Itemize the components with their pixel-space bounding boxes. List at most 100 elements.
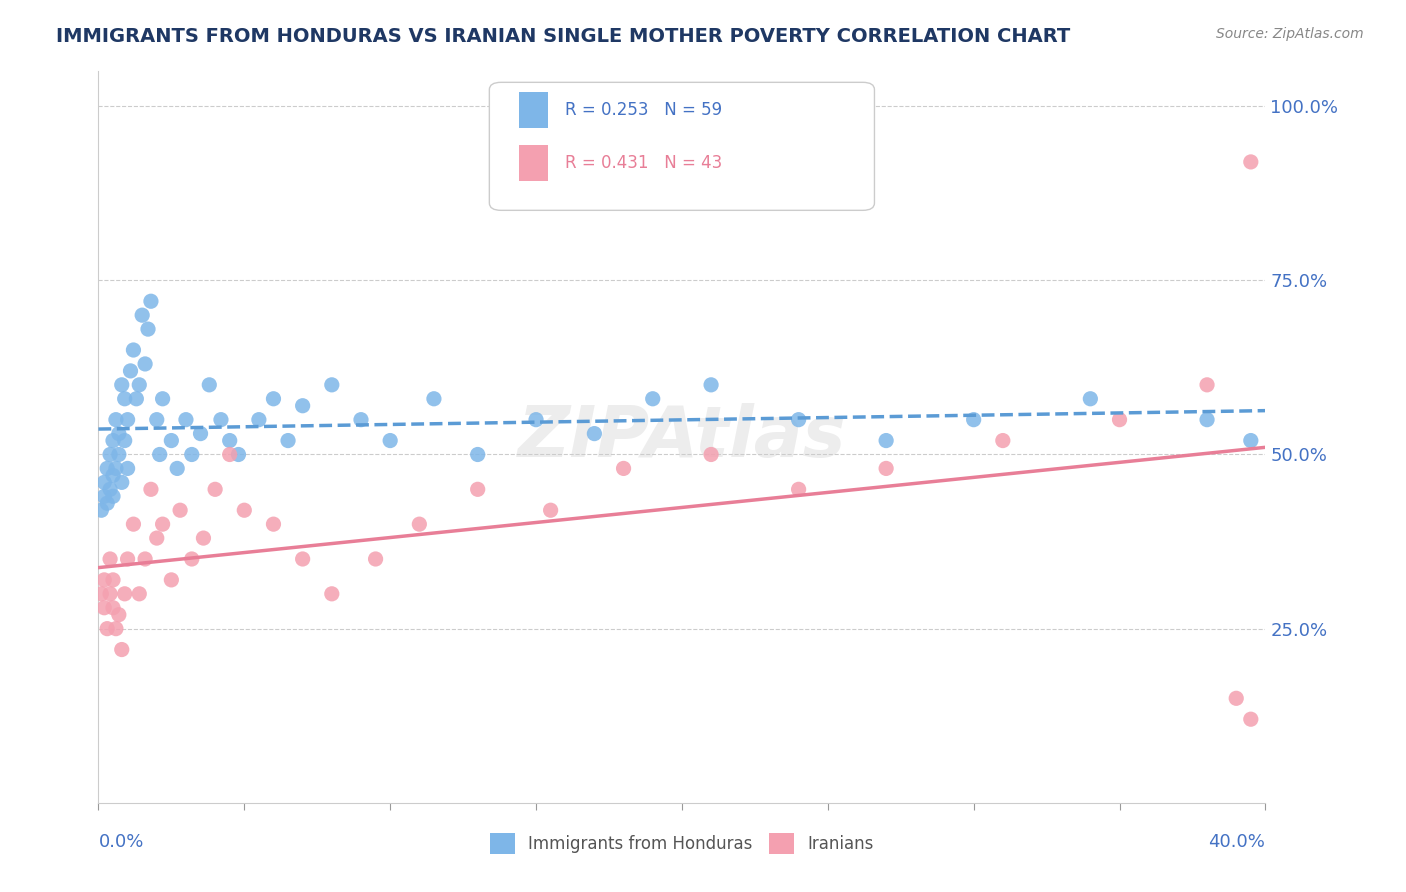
Point <box>524 412 547 426</box>
Point <box>262 517 284 532</box>
Point <box>1240 434 1263 448</box>
Point <box>90 587 112 601</box>
Point <box>209 412 232 426</box>
Point <box>169 503 191 517</box>
Point <box>134 552 156 566</box>
Point <box>104 461 127 475</box>
Point <box>321 377 343 392</box>
Point <box>174 412 197 426</box>
Point <box>467 448 489 462</box>
Point <box>122 517 145 532</box>
Point <box>204 483 226 497</box>
Point <box>321 587 343 601</box>
Point <box>149 448 172 462</box>
Point <box>641 392 664 406</box>
Point <box>350 412 373 426</box>
Point <box>1225 691 1247 706</box>
Point <box>117 552 139 566</box>
Point <box>218 434 240 448</box>
Point <box>93 475 115 490</box>
Point <box>291 399 314 413</box>
Point <box>423 392 446 406</box>
Point <box>98 483 121 497</box>
Point <box>114 434 136 448</box>
Point <box>180 448 202 462</box>
Point <box>198 377 221 392</box>
Point <box>152 392 174 406</box>
Point <box>93 573 115 587</box>
Point <box>160 434 183 448</box>
Point <box>228 448 250 462</box>
Point <box>93 489 115 503</box>
Point <box>98 587 121 601</box>
Point <box>180 552 202 566</box>
Point <box>875 461 897 475</box>
Point <box>98 552 121 566</box>
Point <box>98 448 121 462</box>
Point <box>114 392 136 406</box>
Point <box>146 531 169 545</box>
Point <box>787 412 810 426</box>
Point <box>291 552 314 566</box>
Point <box>1195 377 1218 392</box>
Bar <box>519 92 548 128</box>
Point <box>991 434 1014 448</box>
Text: 0.0%: 0.0% <box>98 833 143 851</box>
Text: R = 0.253   N = 59: R = 0.253 N = 59 <box>565 101 723 120</box>
Point <box>364 552 387 566</box>
Point <box>152 517 174 532</box>
Point <box>111 642 134 657</box>
Point <box>875 434 897 448</box>
Bar <box>519 145 548 181</box>
Point <box>101 600 124 615</box>
Point <box>136 322 159 336</box>
Point <box>190 426 212 441</box>
Point <box>233 503 256 517</box>
Point <box>90 503 112 517</box>
Point <box>262 392 284 406</box>
Point <box>139 294 162 309</box>
Point <box>166 461 188 475</box>
Point <box>117 412 139 426</box>
Point <box>114 587 136 601</box>
Point <box>146 412 169 426</box>
Text: R = 0.431   N = 43: R = 0.431 N = 43 <box>565 153 723 172</box>
Point <box>108 448 131 462</box>
Text: IMMIGRANTS FROM HONDURAS VS IRANIAN SINGLE MOTHER POVERTY CORRELATION CHART: IMMIGRANTS FROM HONDURAS VS IRANIAN SING… <box>56 27 1070 45</box>
Point <box>120 364 142 378</box>
Point <box>408 517 430 532</box>
Point <box>134 357 156 371</box>
Point <box>218 448 240 462</box>
Point <box>101 573 124 587</box>
Point <box>277 434 299 448</box>
Point <box>247 412 270 426</box>
Point <box>1195 412 1218 426</box>
Point <box>108 426 131 441</box>
Point <box>962 412 984 426</box>
Point <box>117 461 139 475</box>
Point <box>612 461 634 475</box>
Point <box>700 448 723 462</box>
Point <box>101 468 124 483</box>
Point <box>540 503 562 517</box>
Point <box>380 434 402 448</box>
Point <box>104 622 127 636</box>
Point <box>700 377 723 392</box>
Point <box>139 483 162 497</box>
Point <box>1240 155 1263 169</box>
Point <box>96 461 118 475</box>
Point <box>93 600 115 615</box>
Point <box>467 483 489 497</box>
Legend: Immigrants from Honduras, Iranians: Immigrants from Honduras, Iranians <box>484 827 880 860</box>
Point <box>128 587 150 601</box>
Text: Source: ZipAtlas.com: Source: ZipAtlas.com <box>1216 27 1364 41</box>
Point <box>111 475 134 490</box>
Point <box>1080 392 1102 406</box>
Text: ZIPAtlas: ZIPAtlas <box>517 402 846 472</box>
Text: 40.0%: 40.0% <box>1209 833 1265 851</box>
Point <box>125 392 148 406</box>
Point <box>131 308 153 322</box>
Point <box>96 496 118 510</box>
Point <box>101 434 124 448</box>
Point <box>1108 412 1130 426</box>
